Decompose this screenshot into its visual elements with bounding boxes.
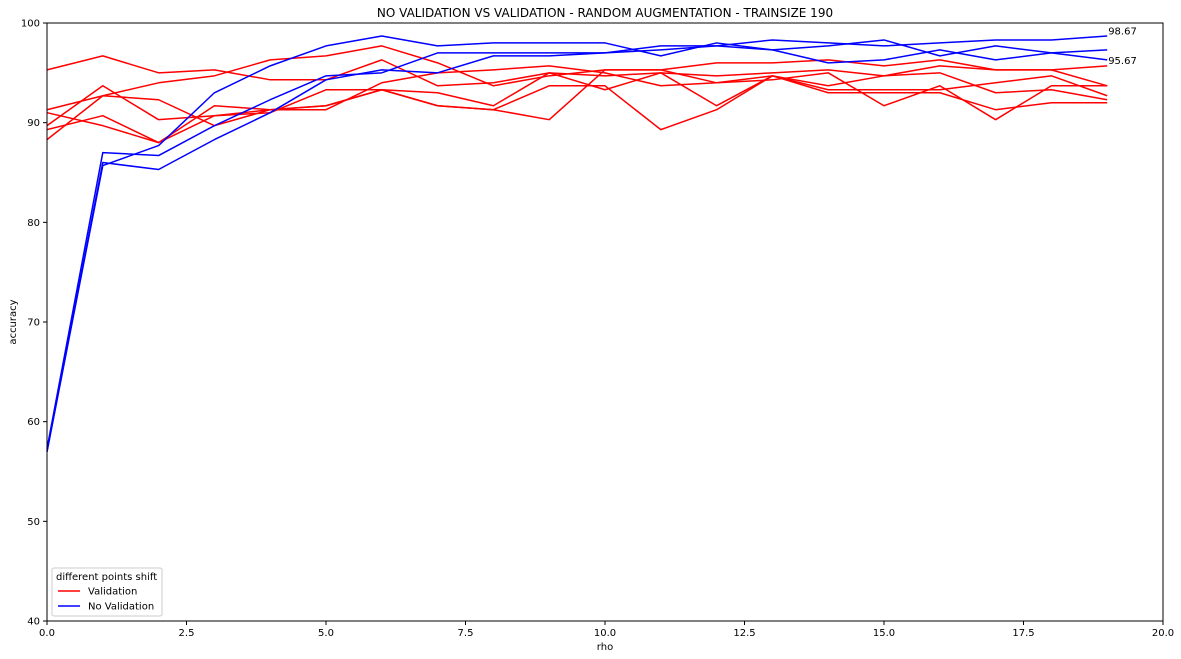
plot-frame (46, 22, 1164, 622)
y-tick-label: 40 (27, 617, 40, 628)
x-tick-label: 5.0 (318, 628, 334, 639)
x-tick-label: 0.0 (39, 628, 55, 639)
y-tick-label: 100 (21, 19, 40, 30)
chart-title: NO VALIDATION VS VALIDATION - RANDOM AUG… (377, 6, 833, 20)
x-axis-label: rho (597, 642, 613, 653)
annotation-label-0: 98.67 (1108, 26, 1137, 37)
annotation-layer: 98.67 95.67 (1108, 26, 1137, 67)
x-tick-label: 10.0 (594, 628, 616, 639)
legend: different points shift Validation No Val… (51, 567, 163, 617)
legend-title: different points shift (56, 572, 157, 583)
axes: 0.0 2.5 5.0 7.5 10.0 12.5 15.0 17.5 20.0 40 50 60 70… (21, 19, 1174, 640)
x-tick-label: 2.5 (179, 628, 195, 639)
x-tick-label: 7.5 (458, 628, 474, 639)
no-validation-series-line-6 (46, 39, 1108, 449)
legend-label-no-validation: No Validation (88, 602, 154, 613)
y-axis-label: accuracy (8, 299, 19, 344)
y-tick-label: 80 (27, 218, 40, 229)
legend-box (51, 567, 163, 617)
validation-series-line-0 (46, 55, 1108, 101)
legend-label-validation: Validation (88, 587, 137, 598)
y-tick-label: 70 (27, 318, 40, 329)
series-layer (46, 35, 1108, 452)
y-tick-label: 50 (27, 517, 40, 528)
y-tick-label: 60 (27, 417, 40, 428)
annotation-label-1: 95.67 (1108, 56, 1137, 67)
x-tick-label: 20.0 (1152, 628, 1174, 639)
x-tick-label: 17.5 (1012, 628, 1034, 639)
x-tick-label: 12.5 (733, 628, 755, 639)
no-validation-series-line-7 (46, 35, 1108, 452)
y-tick-label: 90 (27, 118, 40, 129)
no-validation-series-line-8 (46, 35, 1108, 452)
validation-series-line-4 (46, 65, 1108, 141)
validation-series-line-5 (46, 75, 1108, 144)
validation-series-line-1 (46, 45, 1108, 111)
x-tick-label: 15.0 (873, 628, 895, 639)
